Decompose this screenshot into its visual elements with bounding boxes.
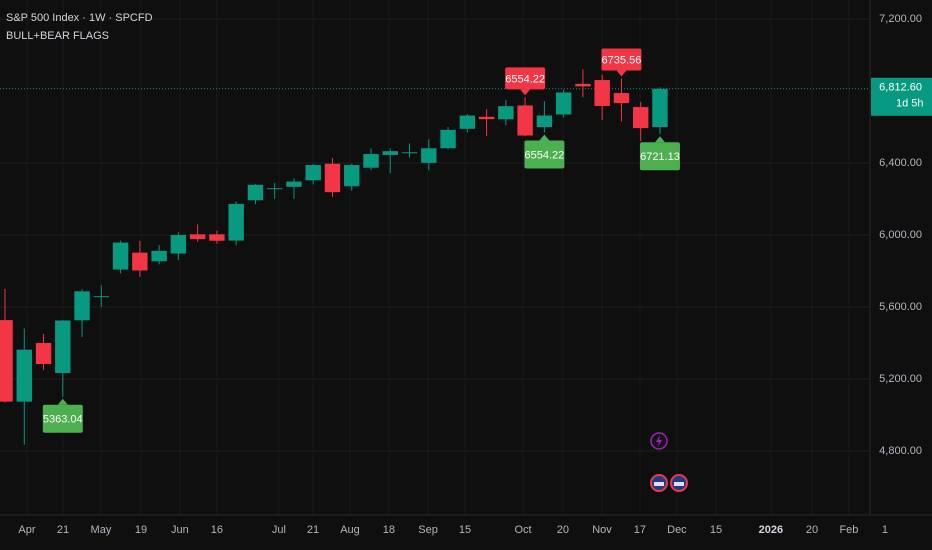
flag-pointer	[57, 398, 68, 405]
candle-body	[363, 154, 379, 168]
candle-body	[555, 92, 572, 115]
candle-body	[0, 320, 13, 402]
candle-body	[55, 320, 71, 374]
plot-area	[0, 69, 668, 445]
x-tick-label: 21	[57, 524, 69, 536]
candle-body	[170, 235, 187, 254]
candle-body	[382, 151, 398, 155]
x-tick-label: Jun	[171, 524, 189, 536]
candle-body	[112, 242, 129, 270]
flag-label: 6554.22	[525, 149, 565, 161]
x-tick-label: Oct	[514, 524, 531, 536]
bear-flag	[505, 67, 546, 90]
x-tick-label: 15	[459, 524, 471, 536]
chart-title: S&P 500 Index · 1W · SPCFD	[6, 12, 153, 24]
x-tick-label: 17	[634, 524, 646, 536]
flag-pointer	[520, 89, 531, 96]
x-tick-label: Dec	[667, 524, 687, 536]
flag-label: 6554.22	[505, 73, 545, 85]
candle-body	[459, 115, 476, 129]
candle-body	[247, 184, 264, 201]
candle-body	[594, 80, 610, 106]
candle-body	[517, 105, 533, 136]
x-tick-label: 15	[710, 524, 722, 536]
candle-body	[536, 115, 553, 128]
axes: 4,800.00 5,200.00 5,600.00 6,000.00 6,400.00…	[18, 13, 932, 536]
bear-flag	[601, 48, 642, 71]
y-tick-label: 7,200.00	[879, 13, 922, 25]
bull-flag	[639, 142, 680, 171]
x-tick-label: Nov	[592, 524, 612, 536]
flag-pointer	[539, 134, 550, 141]
x-tick-label: May	[91, 524, 112, 536]
x-tick-label: 16	[211, 524, 223, 536]
indicator-name: BULL+BEAR FLAGS	[6, 30, 109, 42]
flag-pointer	[654, 136, 665, 143]
x-tick-label: 20	[557, 524, 569, 536]
x-tick-label: 2026	[759, 524, 783, 536]
candle-body	[16, 349, 32, 402]
candle-body	[344, 165, 360, 187]
candle-body	[305, 165, 321, 181]
x-tick-label: 18	[383, 524, 395, 536]
y-tick-label: 5,200.00	[879, 373, 922, 385]
candle-body	[74, 291, 90, 321]
candle-body	[440, 129, 456, 149]
candle-body	[652, 88, 668, 128]
flag-label: 5363.04	[43, 414, 83, 426]
candle-body	[266, 188, 283, 190]
candle-body	[478, 116, 495, 120]
candle-body	[93, 296, 110, 298]
y-tick-label: 5,600.00	[879, 301, 922, 313]
candle-body	[401, 152, 418, 154]
last-price-label: 6,812.60	[879, 82, 922, 94]
flag-label: 6721.13	[640, 151, 680, 163]
x-tick-label: 1	[882, 524, 888, 536]
event-icons	[650, 432, 688, 492]
flag-label: 6735.56	[602, 54, 642, 66]
x-tick-label: Aug	[340, 524, 360, 536]
x-tick-label: 21	[307, 524, 319, 536]
countdown-label: 1d 5h	[896, 98, 924, 110]
candle-body	[228, 203, 244, 241]
flag-pointer	[616, 70, 627, 77]
candle-body	[324, 163, 341, 193]
bull-flag	[524, 140, 565, 169]
lightning	[656, 435, 662, 447]
candle-body	[421, 148, 437, 163]
flags: 5363.04 6554.22 6554.22 6735.56 6721.13	[42, 48, 680, 433]
bull-flag	[42, 404, 83, 433]
candle-body	[632, 107, 649, 129]
flag-stripe	[654, 482, 664, 486]
candle-body	[286, 181, 302, 187]
x-tick-label: 20	[806, 524, 818, 536]
x-tick-label: Apr	[18, 524, 35, 536]
candle-body	[613, 93, 630, 104]
candle-body	[498, 106, 514, 120]
candle-body	[189, 234, 206, 240]
x-tick-label: Feb	[839, 524, 858, 536]
candle-body	[132, 252, 148, 271]
y-tick-label: 4,800.00	[879, 445, 922, 457]
y-tick-label: 6,000.00	[879, 229, 922, 241]
candle-body	[575, 83, 591, 87]
candle-body	[151, 250, 167, 262]
candle-body	[209, 234, 225, 241]
y-tick-label: 6,400.00	[879, 157, 922, 169]
x-tick-label: Jul	[272, 524, 286, 536]
flag-stripe	[674, 482, 684, 486]
x-tick-label: Sep	[418, 524, 438, 536]
last-price-box	[871, 77, 932, 116]
x-tick-label: 19	[135, 524, 147, 536]
candle-body	[35, 342, 52, 365]
